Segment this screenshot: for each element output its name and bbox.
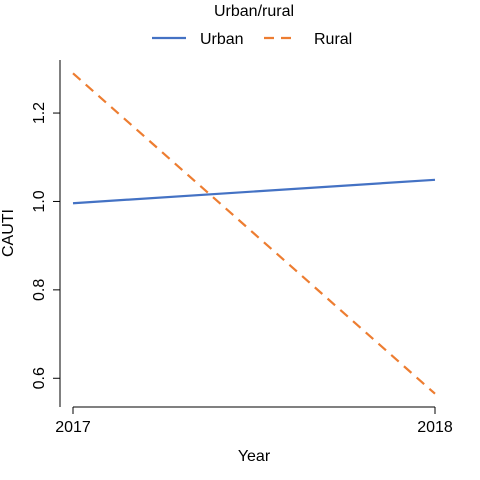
legend-label-urban: Urban: [200, 31, 244, 48]
series-line-urban: [72, 178, 436, 205]
y-tick-label: 1.2: [31, 102, 48, 124]
series-line-rural: [72, 72, 436, 395]
y-tick-label: 0.6: [31, 367, 48, 389]
y-axis-ticks: 0.6 0.8 1.0 1.2: [31, 102, 60, 389]
legend: Urban/rural Urban Rural: [152, 3, 352, 48]
x-axis-title: Year: [238, 448, 271, 465]
series-lines: [72, 72, 436, 395]
legend-title: Urban/rural: [214, 3, 294, 20]
y-tick-label: 1.0: [31, 190, 48, 212]
y-tick-label: 0.8: [31, 279, 48, 301]
legend-label-rural: Rural: [314, 31, 352, 48]
y-axis-title: CAUTI: [0, 209, 17, 257]
x-tick-label: 2017: [55, 419, 91, 436]
x-tick-label: 2018: [417, 419, 453, 436]
x-axis-ticks: 2017 2018: [55, 407, 453, 436]
